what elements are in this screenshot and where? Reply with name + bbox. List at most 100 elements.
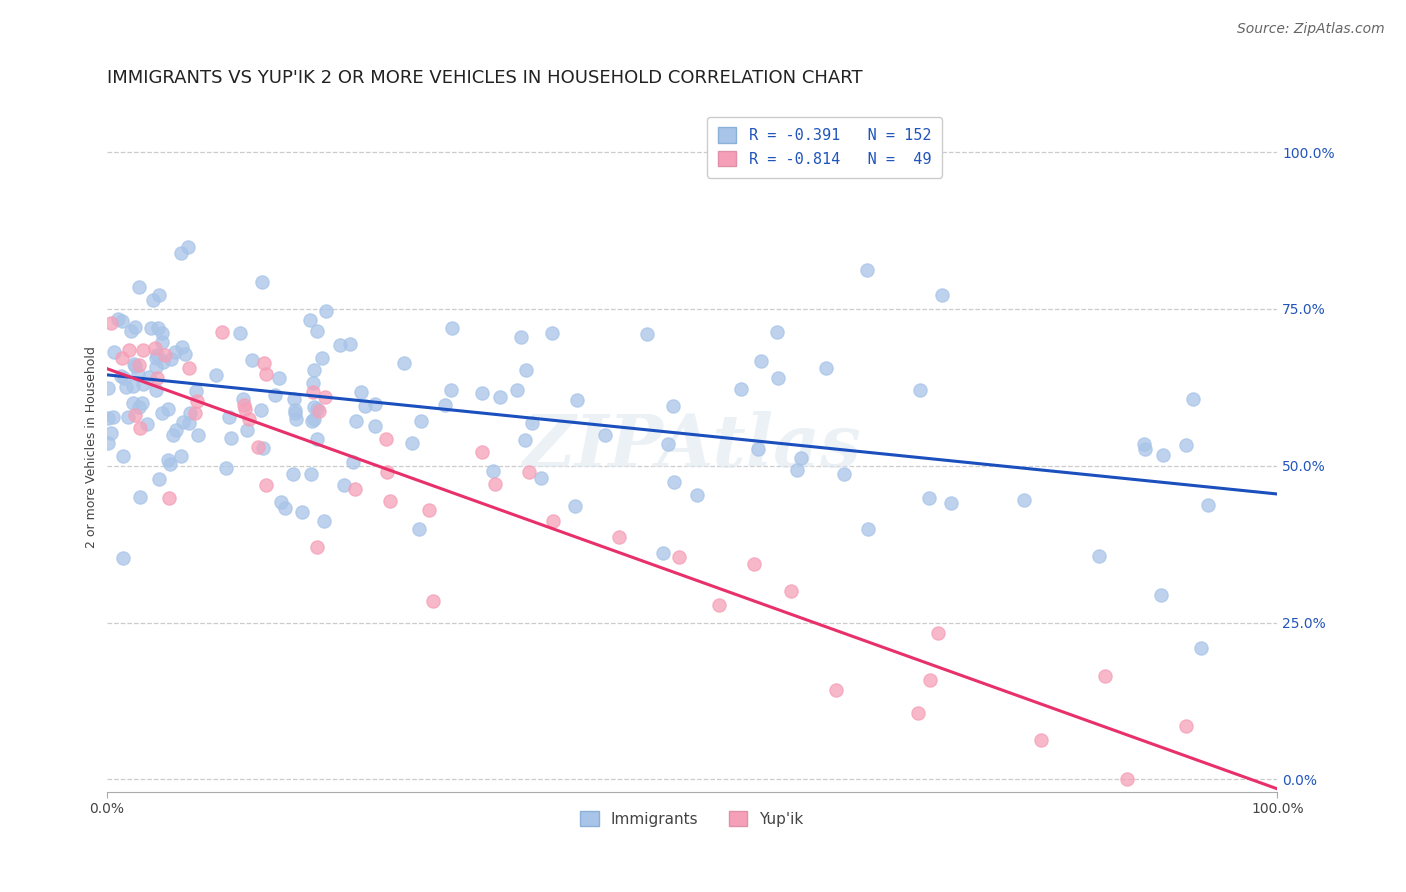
Point <box>1088 549 1111 563</box>
Point <box>281 467 304 481</box>
Point <box>165 423 187 437</box>
Point <box>270 494 292 508</box>
Point <box>111 351 134 365</box>
Point <box>766 325 789 339</box>
Point <box>344 482 367 496</box>
Point <box>927 626 949 640</box>
Point <box>145 371 167 385</box>
Point <box>1175 719 1198 733</box>
Text: Source: ZipAtlas.com: Source: ZipAtlas.com <box>1237 22 1385 37</box>
Point <box>111 551 134 566</box>
Point <box>284 403 307 417</box>
Point <box>152 354 174 368</box>
Point <box>111 313 134 327</box>
Point <box>170 340 193 354</box>
Point <box>138 370 160 384</box>
Point <box>156 401 179 416</box>
Point <box>128 359 150 373</box>
Point <box>311 351 333 365</box>
Point <box>263 388 285 402</box>
Point <box>204 368 226 382</box>
Point <box>162 428 184 442</box>
Point <box>232 392 254 406</box>
Point <box>143 341 166 355</box>
Point <box>364 397 387 411</box>
Point <box>766 371 789 385</box>
Point <box>832 467 855 481</box>
Point <box>100 426 122 441</box>
Point <box>132 376 155 391</box>
Point <box>299 467 322 481</box>
Point <box>333 478 356 492</box>
Point <box>150 326 173 340</box>
Point <box>685 488 707 502</box>
Point <box>378 494 401 508</box>
Point <box>103 344 125 359</box>
Point <box>1152 448 1174 462</box>
Point <box>434 398 457 412</box>
Point <box>122 357 145 371</box>
Point <box>662 400 685 414</box>
Point <box>481 464 503 478</box>
Point <box>129 491 152 505</box>
Point <box>342 455 364 469</box>
Point <box>440 383 463 397</box>
Point <box>219 431 242 445</box>
Point <box>305 324 328 338</box>
Point <box>910 383 932 397</box>
Point <box>236 423 259 437</box>
Point <box>344 414 367 428</box>
Point <box>541 514 564 528</box>
Point <box>1150 588 1173 602</box>
Point <box>135 417 157 431</box>
Point <box>129 420 152 434</box>
Point <box>422 593 444 607</box>
Point <box>165 344 187 359</box>
Point <box>187 427 209 442</box>
Point <box>211 325 233 339</box>
Point <box>856 263 879 277</box>
Point <box>375 465 398 479</box>
Point <box>170 246 193 260</box>
Point <box>170 449 193 463</box>
Point <box>607 530 630 544</box>
Point <box>471 385 494 400</box>
Point <box>375 432 398 446</box>
Point <box>363 418 385 433</box>
Point <box>510 330 533 344</box>
Point <box>742 557 765 571</box>
Point <box>131 395 153 409</box>
Point <box>302 376 325 390</box>
Point <box>107 312 129 326</box>
Point <box>1116 772 1139 787</box>
Point <box>229 326 252 340</box>
Point <box>931 287 953 301</box>
Point <box>114 379 136 393</box>
Point <box>1197 499 1219 513</box>
Point <box>652 546 675 560</box>
Point <box>146 348 169 362</box>
Point <box>250 275 273 289</box>
Point <box>564 499 586 513</box>
Point <box>920 673 942 687</box>
Point <box>97 410 120 425</box>
Point <box>1189 641 1212 656</box>
Point <box>315 304 337 318</box>
Point <box>517 465 540 479</box>
Point <box>148 472 170 486</box>
Point <box>301 414 323 428</box>
Point <box>1029 732 1052 747</box>
Point <box>177 360 200 375</box>
Point <box>283 392 305 406</box>
Point <box>121 396 143 410</box>
Point <box>786 463 808 477</box>
Point <box>408 522 430 536</box>
Point <box>112 449 135 463</box>
Point <box>172 415 194 429</box>
Point <box>749 353 772 368</box>
Point <box>253 356 276 370</box>
Point <box>145 351 167 365</box>
Point <box>513 433 536 447</box>
Point <box>233 402 256 417</box>
Point <box>284 412 307 426</box>
